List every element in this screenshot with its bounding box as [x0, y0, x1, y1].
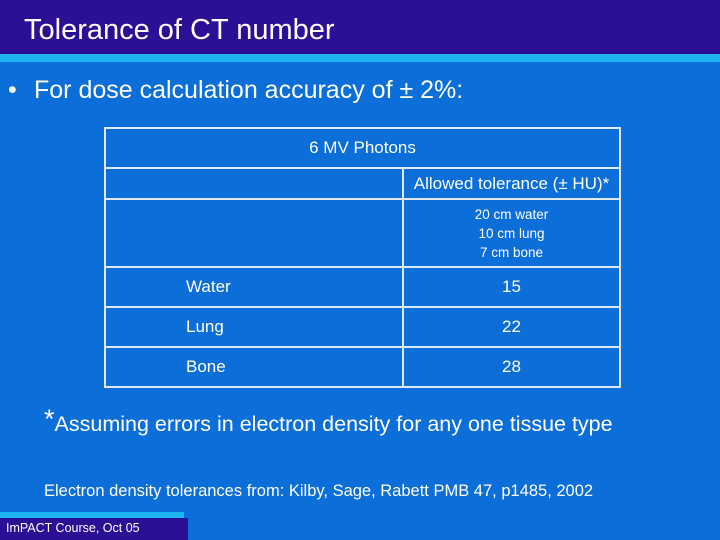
title-bar: [0, 0, 720, 54]
footnote-asterisk: *: [44, 404, 55, 434]
footnote-text: Assuming errors in electron density for …: [54, 412, 613, 436]
geometry-line-lung: 10 cm lung: [478, 225, 545, 241]
bullet-marker: •: [8, 76, 17, 104]
tolerance-value: 15: [402, 266, 621, 308]
footer-label: ImPACT Course, Oct 05: [6, 521, 140, 535]
empty-cell: [104, 167, 404, 200]
footer-bar: [0, 518, 188, 540]
slide-title: Tolerance of CT number: [24, 14, 335, 46]
table-subheader-row: Allowed tolerance (± HU)*: [104, 167, 621, 200]
tissue-label: Bone: [104, 346, 404, 388]
empty-cell: [104, 198, 404, 268]
bullet-text: For dose calculation accuracy of ± 2%:: [34, 76, 464, 104]
table-header-row: 6 MV Photons: [104, 127, 621, 169]
table-row: Lung 22: [104, 306, 621, 348]
tissue-label: Lung: [104, 306, 404, 348]
column-header-cell: Allowed tolerance (± HU)*: [402, 167, 621, 200]
title-rule: [0, 54, 720, 62]
geometry-cell: 20 cm water 10 cm lung 7 cm bone: [402, 198, 621, 268]
table-row: Bone 28: [104, 346, 621, 388]
geometry-line-bone: 7 cm bone: [479, 244, 544, 260]
bullet-point: • For dose calculation accuracy of ± 2%:: [8, 74, 463, 106]
table-geometry-row: 20 cm water 10 cm lung 7 cm bone: [104, 198, 621, 268]
tolerance-value: 28: [402, 346, 621, 388]
geometry-line-water: 20 cm water: [474, 206, 549, 222]
footnote: *Assuming errors in electron density for…: [44, 404, 613, 439]
tolerance-value: 22: [402, 306, 621, 348]
source-citation: Electron density tolerances from: Kilby,…: [44, 482, 594, 500]
tolerance-table: 6 MV Photons Allowed tolerance (± HU)* 2…: [104, 127, 621, 388]
table-header-cell: 6 MV Photons: [104, 127, 621, 169]
tissue-label: Water: [104, 266, 404, 308]
table-row: Water 15: [104, 266, 621, 308]
